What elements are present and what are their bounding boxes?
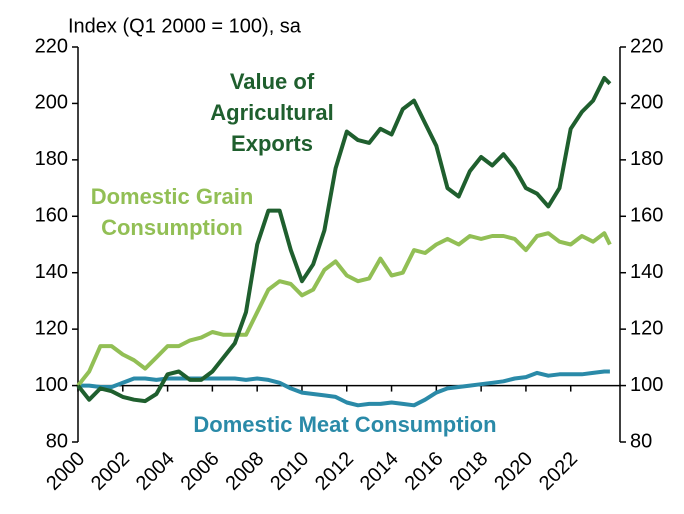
x-tick-label: 2016 <box>401 448 448 495</box>
y-tick-label: 80 <box>46 430 68 452</box>
y2-tick-label: 80 <box>630 430 652 452</box>
x-tick-label: 2008 <box>221 448 268 495</box>
y-tick-label: 120 <box>35 317 68 339</box>
y-axis-label: Index (Q1 2000 = 100), sa <box>68 15 302 37</box>
x-tick-label: 2002 <box>87 448 134 495</box>
y-tick-label: 100 <box>35 374 68 396</box>
series-line <box>76 76 612 404</box>
x-tick-label: 2006 <box>177 448 224 495</box>
x-tick-label: 2010 <box>266 448 313 495</box>
series-line <box>78 369 610 408</box>
y-tick-label: 160 <box>35 205 68 227</box>
y2-tick-label: 100 <box>630 374 663 396</box>
y2-tick-label: 140 <box>630 261 663 283</box>
y2-tick-label: 200 <box>630 92 663 114</box>
y-tick-label: 140 <box>35 261 68 283</box>
x-tick-label: 2020 <box>490 448 537 495</box>
y2-tick-label: 120 <box>630 317 663 339</box>
x-tick-label: 2014 <box>356 448 403 495</box>
x-tick-label: 2018 <box>445 448 492 495</box>
y2-tick-label: 160 <box>630 205 663 227</box>
y2-tick-label: 180 <box>630 148 663 170</box>
y-tick-label: 200 <box>35 92 68 114</box>
y-tick-label: 220 <box>35 35 68 57</box>
x-tick-label: 2012 <box>311 448 358 495</box>
y-tick-label: 180 <box>35 148 68 170</box>
series-label: Value of Agricultural Exports <box>210 69 334 156</box>
series-label: Domestic Meat Consumption <box>193 412 497 437</box>
y2-tick-label: 220 <box>630 35 663 57</box>
x-tick-label: 2022 <box>535 448 582 495</box>
x-tick-label: 2004 <box>132 448 179 495</box>
series-line <box>76 231 612 387</box>
series-label: Domestic Grain Consumption <box>90 184 254 240</box>
x-tick-label: 2000 <box>42 448 89 495</box>
